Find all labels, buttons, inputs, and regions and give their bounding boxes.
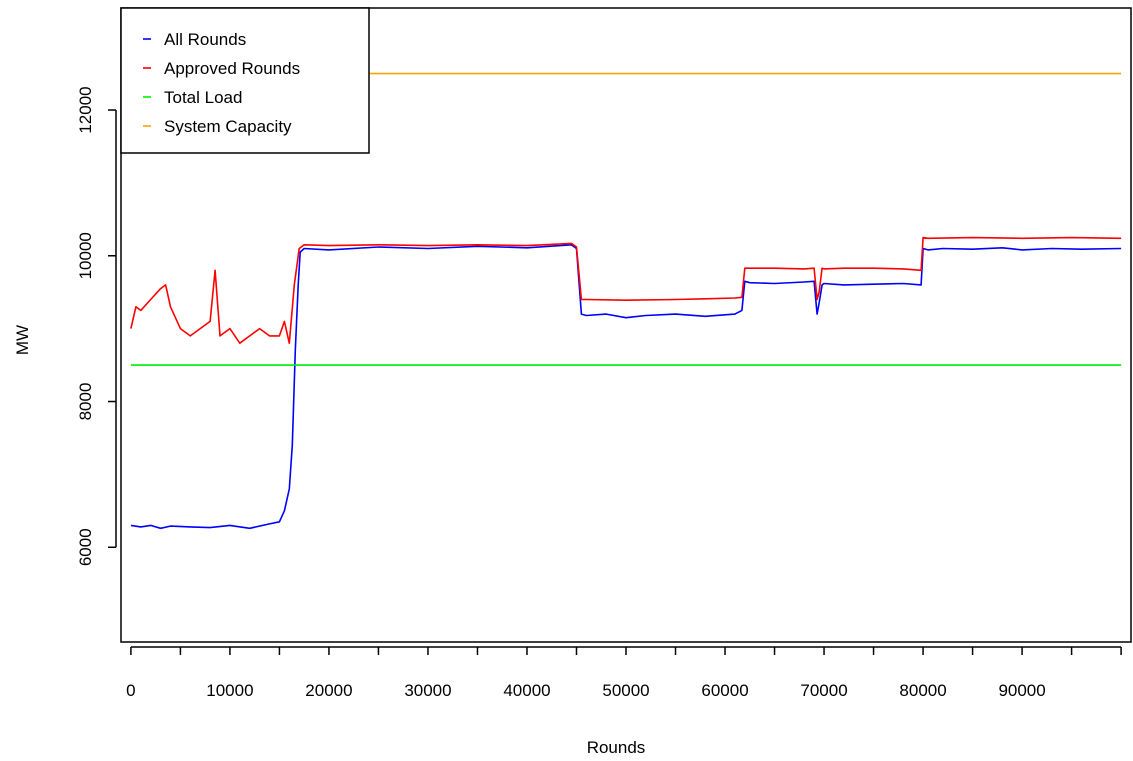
series-line-0 bbox=[130, 244, 1122, 530]
x-tick-label: 70000 bbox=[800, 681, 847, 700]
y-tick-label: 10000 bbox=[76, 232, 95, 279]
x-tick-label: 80000 bbox=[899, 681, 946, 700]
x-axis: 0 10000 20000 30000 40000 50000 60000 70000 8000… bbox=[126, 646, 1122, 700]
legend-label-2: Total Load bbox=[164, 88, 242, 107]
y-axis-title: MW bbox=[13, 325, 32, 355]
x-tick-label: 50000 bbox=[602, 681, 649, 700]
x-tick-label: 60000 bbox=[701, 681, 748, 700]
series-line-1 bbox=[130, 236, 1122, 345]
x-tick-label: 10000 bbox=[206, 681, 253, 700]
x-tick-label: 0 bbox=[126, 681, 135, 700]
legend: All Rounds Approved Rounds Total Load Syste… bbox=[120, 7, 370, 154]
x-tick-label: 20000 bbox=[305, 681, 352, 700]
x-tick-label: 30000 bbox=[404, 681, 451, 700]
x-tick-label: 40000 bbox=[503, 681, 550, 700]
x-axis-title: Rounds bbox=[587, 738, 646, 757]
x-tick-label: 90000 bbox=[998, 681, 1045, 700]
legend-label-3: System Capacity bbox=[164, 117, 292, 136]
legend-box bbox=[120, 7, 370, 154]
y-axis: 6000 8000 10000 12000 bbox=[76, 86, 117, 566]
y-tick-label: 8000 bbox=[76, 383, 95, 421]
legend-label-1: Approved Rounds bbox=[164, 59, 300, 78]
y-tick-label: 6000 bbox=[76, 528, 95, 566]
plot-frame bbox=[120, 7, 1132, 643]
y-tick-label: 12000 bbox=[76, 86, 95, 133]
legend-label-0: All Rounds bbox=[164, 30, 246, 49]
